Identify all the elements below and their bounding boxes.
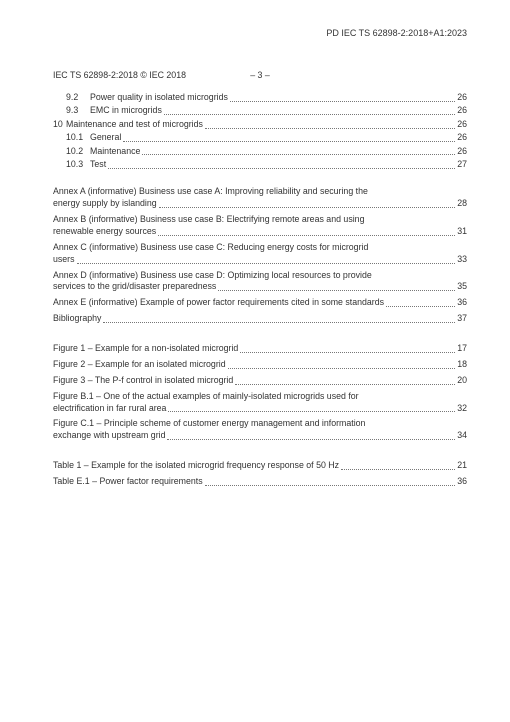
toc-leader <box>103 322 455 323</box>
toc-leader <box>77 263 456 264</box>
toc-row: 10.1General 26 <box>53 132 467 144</box>
toc-row: 9.3EMC in microgrids 26 <box>53 105 467 117</box>
toc-text: services to the grid/disaster preparedne… <box>53 281 216 293</box>
toc-page: 34 <box>457 430 467 442</box>
toc-text: Maintenance <box>90 146 140 158</box>
toc-leader <box>230 101 455 102</box>
toc-num: 10.1 <box>66 132 90 144</box>
page-header: IEC TS 62898-2:2018 © IEC 2018 – 3 – <box>53 70 467 82</box>
toc-leader <box>205 128 455 129</box>
toc-row: Figure 3 – The P-f control in isolated m… <box>53 375 467 387</box>
toc-text: energy supply by islanding <box>53 198 157 210</box>
toc-row: Annex D (informative) Business use case … <box>53 270 467 294</box>
toc-row: 9.2Power quality in isolated microgrids 2… <box>53 92 467 104</box>
table-toc: Table 1 – Example for the isolated micro… <box>53 460 467 492</box>
toc-leader <box>386 306 455 307</box>
toc-leader <box>158 235 455 236</box>
toc-leader <box>159 207 456 208</box>
toc-page: 36 <box>457 476 467 488</box>
toc-row: Figure 1 – Example for a non-isolated mi… <box>53 343 467 355</box>
toc-num: 10.2 <box>66 146 90 158</box>
annex-toc: Annex A (informative) Business use case … <box>53 186 467 329</box>
toc-page: 21 <box>457 460 467 472</box>
toc-leader <box>108 168 455 169</box>
toc-page: 32 <box>457 403 467 415</box>
figure-toc: Figure 1 – Example for a non-isolated mi… <box>53 343 467 446</box>
toc-page: 35 <box>457 281 467 293</box>
toc-text: Maintenance and test of microgrids <box>66 119 203 131</box>
toc-text: Figure 2 – Example for an isolated micro… <box>53 359 226 371</box>
toc-text: electrification in far rural area <box>53 403 166 415</box>
toc-page: 26 <box>457 119 467 131</box>
toc-text: Annex B (informative) Business use case … <box>53 214 467 226</box>
toc-text: Bibliography <box>53 313 101 325</box>
toc-content: 9.2Power quality in isolated microgrids 2… <box>53 92 467 492</box>
toc-page: 27 <box>457 159 467 171</box>
toc-row: Bibliography 37 <box>53 313 467 325</box>
toc-text: Annex C (informative) Business use case … <box>53 242 467 254</box>
toc-leader <box>218 290 455 291</box>
toc-page: 17 <box>457 343 467 355</box>
toc-page: 26 <box>457 105 467 117</box>
toc-page: 37 <box>457 313 467 325</box>
toc-text: Figure 1 – Example for a non-isolated mi… <box>53 343 238 355</box>
toc-page: 26 <box>457 146 467 158</box>
toc-row: Annex C (informative) Business use case … <box>53 242 467 266</box>
toc-leader <box>228 368 456 369</box>
toc-text: Figure B.1 – One of the actual examples … <box>53 391 467 403</box>
toc-row: 10Maintenance and test of microgrids 26 <box>53 119 467 131</box>
toc-leader <box>142 154 455 155</box>
toc-page: 36 <box>457 297 467 309</box>
toc-leader <box>164 114 455 115</box>
toc-text: Table E.1 – Power factor requirements <box>53 476 203 488</box>
toc-leader <box>168 411 455 412</box>
toc-page: 31 <box>457 226 467 238</box>
toc-row: Figure B.1 – One of the actual examples … <box>53 391 467 415</box>
toc-text: users <box>53 254 75 266</box>
toc-page: 33 <box>457 254 467 266</box>
section-toc: 9.2Power quality in isolated microgrids 2… <box>53 92 467 171</box>
toc-leader <box>123 141 455 142</box>
toc-row: 10.2Maintenance 26 <box>53 146 467 158</box>
doc-id-top: PD IEC TS 62898-2:2018+A1:2023 <box>326 27 467 39</box>
toc-page: 26 <box>457 92 467 104</box>
toc-row: Annex E (informative) Example of power f… <box>53 297 467 309</box>
toc-row: Figure C.1 – Principle scheme of custome… <box>53 418 467 442</box>
toc-text: exchange with upstream grid <box>53 430 165 442</box>
toc-text: Annex A (informative) Business use case … <box>53 186 467 198</box>
toc-leader <box>205 485 456 486</box>
toc-text: Figure 3 – The P-f control in isolated m… <box>53 375 233 387</box>
toc-num: 10 <box>53 119 66 131</box>
toc-page: 28 <box>457 198 467 210</box>
toc-row: Figure 2 – Example for an isolated micro… <box>53 359 467 371</box>
toc-row: 10.3Test 27 <box>53 159 467 171</box>
toc-text: General <box>90 132 121 144</box>
toc-leader <box>167 439 455 440</box>
toc-page: 26 <box>457 132 467 144</box>
toc-text: Table 1 – Example for the isolated micro… <box>53 460 339 472</box>
toc-row: Annex A (informative) Business use case … <box>53 186 467 210</box>
toc-leader <box>240 352 455 353</box>
toc-num: 10.3 <box>66 159 90 171</box>
toc-num: 9.2 <box>66 92 90 104</box>
toc-leader <box>341 469 455 470</box>
toc-row: Table 1 – Example for the isolated micro… <box>53 460 467 472</box>
toc-text: Power quality in isolated microgrids <box>90 92 228 104</box>
toc-row: Table E.1 – Power factor requirements 36 <box>53 476 467 488</box>
toc-text: renewable energy sources <box>53 226 156 238</box>
toc-text: Test <box>90 159 106 171</box>
toc-text: Figure C.1 – Principle scheme of custome… <box>53 418 467 430</box>
toc-text: Annex D (informative) Business use case … <box>53 270 467 282</box>
toc-page: 20 <box>457 375 467 387</box>
toc-page: 18 <box>457 359 467 371</box>
toc-num: 9.3 <box>66 105 90 117</box>
toc-leader <box>235 384 455 385</box>
toc-row: Annex B (informative) Business use case … <box>53 214 467 238</box>
toc-text: Annex E (informative) Example of power f… <box>53 297 384 309</box>
toc-text: EMC in microgrids <box>90 105 162 117</box>
header-left: IEC TS 62898-2:2018 © IEC 2018 <box>53 70 186 82</box>
